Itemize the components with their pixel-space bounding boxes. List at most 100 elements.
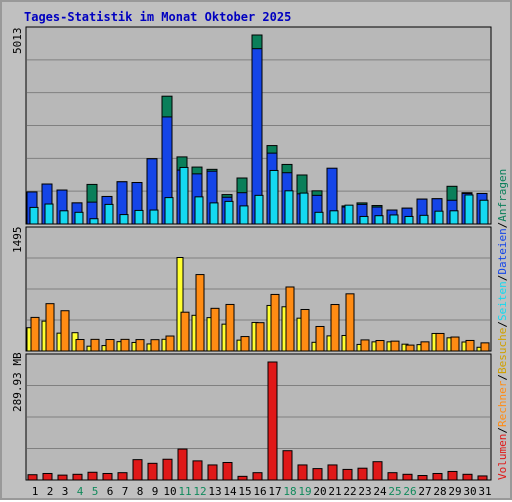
day-label: 30	[463, 485, 476, 498]
bar-rechner-day-2	[45, 303, 55, 352]
day-label: 26	[403, 485, 416, 498]
bar-rechner-day-19	[300, 308, 310, 352]
day-label: 8	[137, 485, 144, 498]
day-label: 15	[238, 485, 251, 498]
day-label: 7	[122, 485, 129, 498]
bar-volumen-day-21	[327, 464, 338, 481]
bar-volumen-day-27	[417, 475, 428, 481]
bar-seiten-day-24	[374, 215, 384, 225]
volume-max-label: 289.93 MB	[11, 352, 24, 412]
bar-rechner-day-9	[150, 339, 160, 352]
bar-volumen-day-28	[432, 472, 443, 481]
bar-rechner-day-13	[210, 307, 220, 352]
bar-seiten-day-16	[254, 194, 264, 225]
bar-seiten-day-29	[449, 210, 459, 225]
legend-rechner: Rechner	[496, 380, 509, 427]
bar-volumen-day-20	[312, 468, 323, 481]
day-label: 4	[77, 485, 84, 498]
bar-seiten-day-4	[74, 211, 84, 225]
bar-volumen-day-7	[117, 472, 128, 481]
day-label: 5	[92, 485, 99, 498]
bar-seiten-day-26	[404, 215, 414, 225]
bar-rechner-day-16	[255, 322, 265, 352]
bar-seiten-day-22	[344, 204, 354, 225]
day-label: 24	[373, 485, 387, 498]
bar-rechner-day-8	[135, 339, 145, 352]
bar-volumen-day-19	[297, 464, 308, 481]
day-label: 1	[32, 485, 39, 498]
bar-seiten-day-19	[299, 192, 309, 225]
bar-seiten-day-18	[284, 190, 294, 225]
legend-besuche: Besuche	[496, 328, 509, 374]
bar-volumen-day-25	[387, 472, 398, 481]
bar-seiten-day-11	[179, 166, 189, 225]
day-label: 10	[163, 485, 176, 498]
day-label: 19	[298, 485, 311, 498]
bar-volumen-day-2	[42, 472, 53, 481]
bar-volumen-day-30	[462, 473, 473, 481]
bar-rechner-day-20	[315, 325, 325, 352]
day-label: 25	[388, 485, 401, 498]
bar-volumen-day-16	[252, 472, 263, 481]
volume-bars	[27, 361, 488, 481]
bar-rechner-day-18	[285, 286, 295, 352]
bar-rechner-day-29	[450, 336, 460, 352]
bar-volumen-day-14	[222, 461, 233, 481]
legend-separator: /	[496, 374, 509, 381]
bar-seiten-day-23	[359, 215, 369, 225]
legend-anfragen: Anfragen	[496, 169, 509, 222]
day-label: 28	[433, 485, 446, 498]
bar-volumen-day-12	[192, 460, 203, 481]
bar-seiten-day-14	[224, 200, 234, 225]
bar-rechner-day-26	[405, 344, 415, 352]
bar-rechner-day-22	[345, 293, 355, 352]
visits-max-label: 1495	[11, 227, 24, 254]
day-label: 9	[152, 485, 159, 498]
bar-rechner-day-25	[390, 340, 400, 352]
bar-rechner-day-5	[90, 338, 100, 352]
bar-volumen-day-1	[27, 474, 38, 481]
bar-seiten-day-7	[119, 214, 129, 225]
bar-volumen-day-11	[177, 448, 188, 481]
day-label: 22	[343, 485, 356, 498]
bar-seiten-day-2	[44, 203, 54, 225]
bar-volumen-day-10	[162, 458, 173, 481]
bar-seiten-day-15	[239, 205, 249, 225]
bar-rechner-day-10	[165, 335, 175, 352]
bar-rechner-day-3	[60, 310, 70, 352]
bar-rechner-day-11	[180, 311, 190, 352]
legend-volumen: Volumen	[496, 434, 509, 480]
bar-volumen-day-26	[402, 473, 413, 481]
bar-seiten-day-21	[329, 210, 339, 225]
bar-volumen-day-18	[282, 450, 293, 481]
legend-separator: /	[496, 427, 509, 434]
visits-bars	[26, 257, 490, 352]
bar-seiten-day-25	[389, 214, 399, 225]
bar-seiten-day-8	[134, 209, 144, 225]
bar-volumen-day-5	[87, 471, 98, 481]
legend-separator: /	[496, 275, 509, 282]
bar-seiten-day-10	[164, 197, 174, 225]
bar-rechner-day-7	[120, 338, 130, 352]
bar-seiten-day-27	[419, 214, 429, 225]
bar-volumen-day-31	[477, 475, 488, 481]
bar-rechner-day-21	[330, 304, 340, 352]
day-label: 17	[268, 485, 281, 498]
day-label: 14	[223, 485, 237, 498]
bar-seiten-day-30	[464, 194, 474, 225]
bar-rechner-day-6	[105, 339, 115, 352]
day-label: 2	[47, 485, 54, 498]
bar-volumen-day-15	[237, 475, 248, 481]
bar-volumen-day-23	[357, 467, 368, 481]
day-labels: 1 2 3 4 5 6 7 8 9 10 11 12 13 14 15 16 17 18 19 20 21 22 23 24 2…	[32, 485, 492, 498]
legend-separator: /	[496, 222, 509, 229]
bar-volumen-day-17	[267, 361, 278, 481]
bar-rechner-day-31	[480, 342, 490, 352]
bar-besuche-day-11	[176, 257, 184, 352]
bar-volumen-day-24	[372, 461, 383, 481]
bar-rechner-day-12	[195, 274, 205, 352]
bar-seiten-day-13	[209, 202, 219, 225]
day-label: 3	[62, 485, 69, 498]
bar-volumen-day-22	[342, 468, 353, 481]
bar-rechner-day-1	[30, 316, 40, 352]
